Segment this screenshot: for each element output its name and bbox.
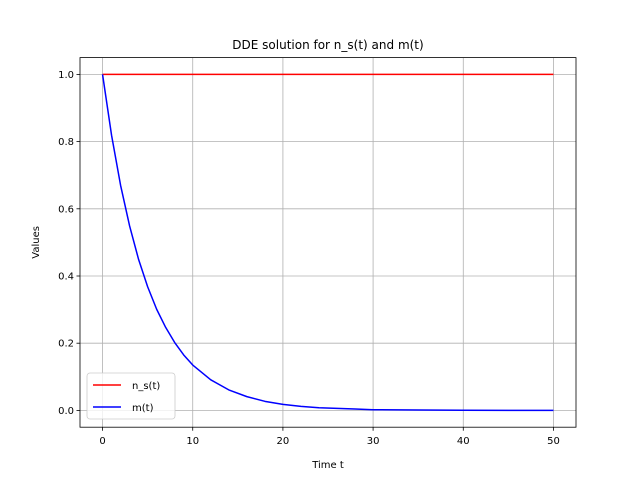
y-axis-label: Values <box>31 226 42 259</box>
axis-ticks: 0 10 20 30 40 50 0.0 0.2 0.4 0.6 0.8 1.0 <box>58 70 560 447</box>
plot-area-frame <box>79 57 577 428</box>
y-tick-label: 0.0 <box>58 406 74 417</box>
series-line-1 <box>101 74 554 412</box>
legend: n_s(t) m(t) <box>86 372 176 420</box>
x-tick-label: 30 <box>367 436 380 447</box>
x-tick-label: 10 <box>186 436 199 447</box>
legend-box <box>86 372 176 420</box>
y-tick-label: 0.6 <box>58 204 74 215</box>
legend-label-m: m(t) <box>132 403 154 414</box>
legend-label-n-s: n_s(t) <box>132 381 160 392</box>
x-tick-label: 40 <box>457 436 470 447</box>
x-tick-label: 20 <box>277 436 290 447</box>
chart-title: DDE solution for n_s(t) and m(t) <box>232 38 423 52</box>
x-tick-label: 0 <box>99 436 105 447</box>
x-axis-label: Time t <box>311 460 344 471</box>
y-tick-label: 1.0 <box>58 70 74 81</box>
series-lines <box>101 73 554 412</box>
grid <box>80 57 576 428</box>
y-tick-label: 0.4 <box>58 272 74 283</box>
y-tick-label: 0.2 <box>58 339 74 350</box>
x-tick-label: 50 <box>547 436 560 447</box>
y-tick-label: 0.8 <box>58 137 74 148</box>
